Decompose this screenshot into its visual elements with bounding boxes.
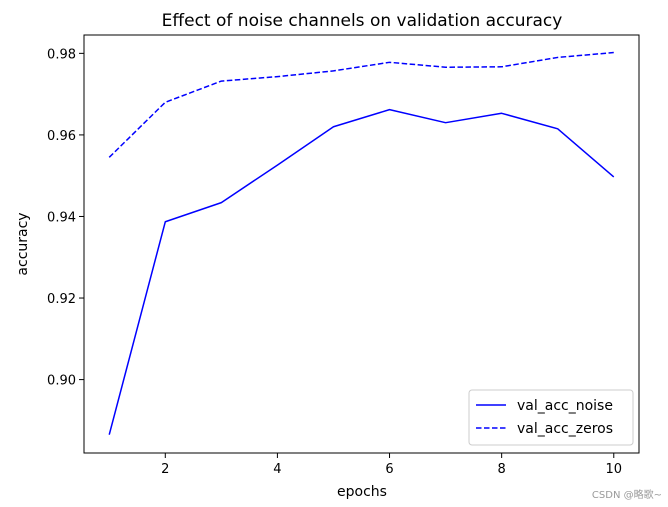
legend: val_acc_noise val_acc_zeros bbox=[468, 389, 634, 446]
plot-area-frame bbox=[83, 34, 640, 454]
series-line-val-acc-zeros bbox=[108, 51, 614, 158]
series-line-val-acc-noise bbox=[108, 108, 615, 435]
y-axis-label: accuracy bbox=[15, 212, 31, 275]
y-axis: 0.90 0.92 0.94 0.96 0.98 bbox=[47, 47, 84, 389]
x-tick-label: 6 bbox=[385, 462, 393, 477]
x-tick-label: 4 bbox=[273, 462, 281, 477]
y-tick-label: 0.90 bbox=[47, 374, 76, 389]
x-tick-label: 10 bbox=[605, 462, 622, 477]
x-tick-label: 8 bbox=[498, 462, 506, 477]
legend-label-val-acc-noise: val_acc_noise bbox=[517, 398, 613, 414]
x-axis: 2 4 6 8 10 bbox=[161, 453, 622, 477]
y-tick-label: 0.96 bbox=[47, 129, 76, 144]
y-tick-label: 0.98 bbox=[47, 47, 76, 62]
y-tick-label: 0.92 bbox=[47, 292, 76, 307]
legend-box bbox=[468, 389, 634, 446]
x-axis-label: epochs bbox=[337, 484, 387, 500]
series-layer bbox=[108, 51, 615, 435]
y-tick-label: 0.94 bbox=[47, 210, 76, 225]
x-tick-label: 2 bbox=[161, 462, 169, 477]
watermark: CSDN @略歌~ bbox=[592, 488, 662, 501]
legend-label-val-acc-zeros: val_acc_zeros bbox=[517, 421, 613, 437]
chart-title: Effect of noise channels on validation a… bbox=[162, 11, 563, 31]
